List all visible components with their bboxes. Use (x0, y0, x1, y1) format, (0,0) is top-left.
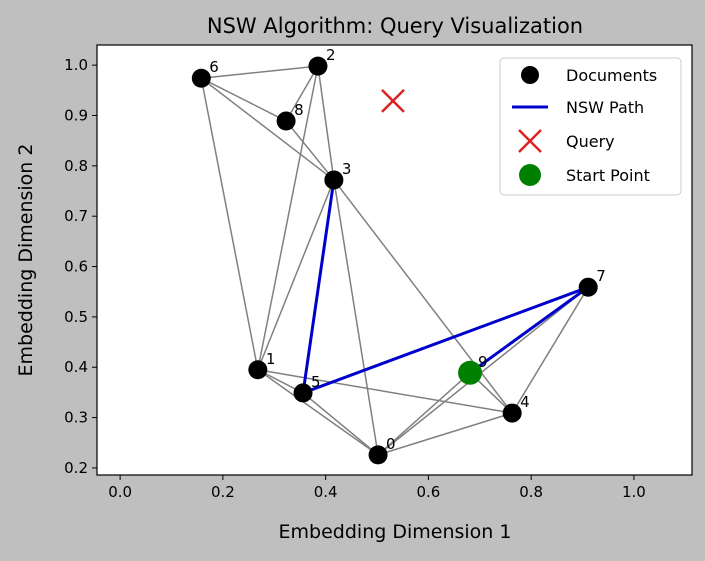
chart-title: NSW Algorithm: Query Visualization (207, 14, 583, 38)
x-tick-label: 0.2 (211, 483, 235, 501)
x-tick-label: 0.8 (519, 483, 543, 501)
legend-start-point: Start Point (566, 166, 650, 185)
nsw-path-segment (469, 285, 590, 375)
y-tick-label: 0.7 (64, 207, 88, 225)
document-label: 5 (311, 373, 321, 391)
graph-edge (285, 65, 319, 122)
graph-edge (285, 120, 335, 181)
legend-start-marker (519, 164, 541, 186)
graph-edge (333, 179, 379, 455)
graph-edge (317, 66, 335, 181)
y-tick-label: 0.4 (64, 358, 88, 376)
document-label: 9 (478, 353, 488, 371)
document-point (324, 170, 344, 190)
graph-edge (377, 286, 589, 456)
document-label: 4 (520, 393, 530, 411)
document-label: 0 (386, 435, 396, 453)
legend-documents: Documents (566, 66, 657, 85)
document-point (276, 111, 296, 131)
legend-nsw-path: NSW Path (566, 98, 644, 117)
y-tick-label: 0.9 (64, 106, 88, 124)
graph-edge (200, 78, 259, 370)
y-tick-label: 0.2 (64, 459, 88, 477)
document-point (502, 403, 522, 423)
nsw-path-segment (301, 179, 336, 394)
legend: Documents NSW Path Query Start Point (499, 57, 682, 196)
y-tick-label: 0.8 (64, 157, 88, 175)
graph-edge (377, 372, 471, 456)
y-axis-label: Embedding Dimension 2 (15, 144, 37, 377)
x-tick-label: 0.4 (314, 483, 338, 501)
document-point (368, 445, 388, 465)
legend-box (499, 57, 682, 196)
graph-edge (257, 369, 379, 456)
x-tick-label: 1.0 (622, 483, 646, 501)
document-point (578, 277, 598, 297)
graph-edge (200, 77, 287, 122)
graph-edge (302, 392, 379, 456)
x-tick-label: 0.0 (108, 483, 132, 501)
document-point (248, 360, 268, 380)
nsw-path-segment (302, 285, 589, 395)
graph-edge (333, 179, 513, 414)
graph-edge (257, 179, 335, 371)
graph-edge (257, 66, 319, 370)
document-label: 6 (209, 58, 219, 76)
document-point (191, 68, 211, 88)
y-tick-label: 0.6 (64, 258, 88, 276)
legend-query: Query (566, 132, 615, 151)
graph-edge (257, 369, 513, 414)
start-point (458, 360, 483, 385)
legend-query-marker (518, 129, 542, 153)
x-tick-label: 0.6 (416, 483, 440, 501)
graph-edge (377, 412, 513, 456)
legend-documents-marker (521, 66, 539, 84)
graph-edge (201, 65, 319, 79)
document-point (293, 383, 313, 403)
query-point (381, 89, 405, 113)
document-label: 8 (294, 101, 304, 119)
document-label: 3 (342, 160, 352, 178)
document-label: 7 (596, 267, 606, 285)
y-tick-label: 0.3 (64, 409, 88, 427)
x-axis-label: Embedding Dimension 1 (279, 521, 512, 543)
graph-edge (511, 286, 589, 414)
y-tick-label: 0.5 (64, 308, 88, 326)
document-point (308, 56, 328, 76)
document-label: 2 (326, 46, 336, 64)
y-tick-label: 1.0 (64, 56, 88, 74)
graph-edge (200, 77, 335, 181)
document-label: 1 (266, 350, 276, 368)
